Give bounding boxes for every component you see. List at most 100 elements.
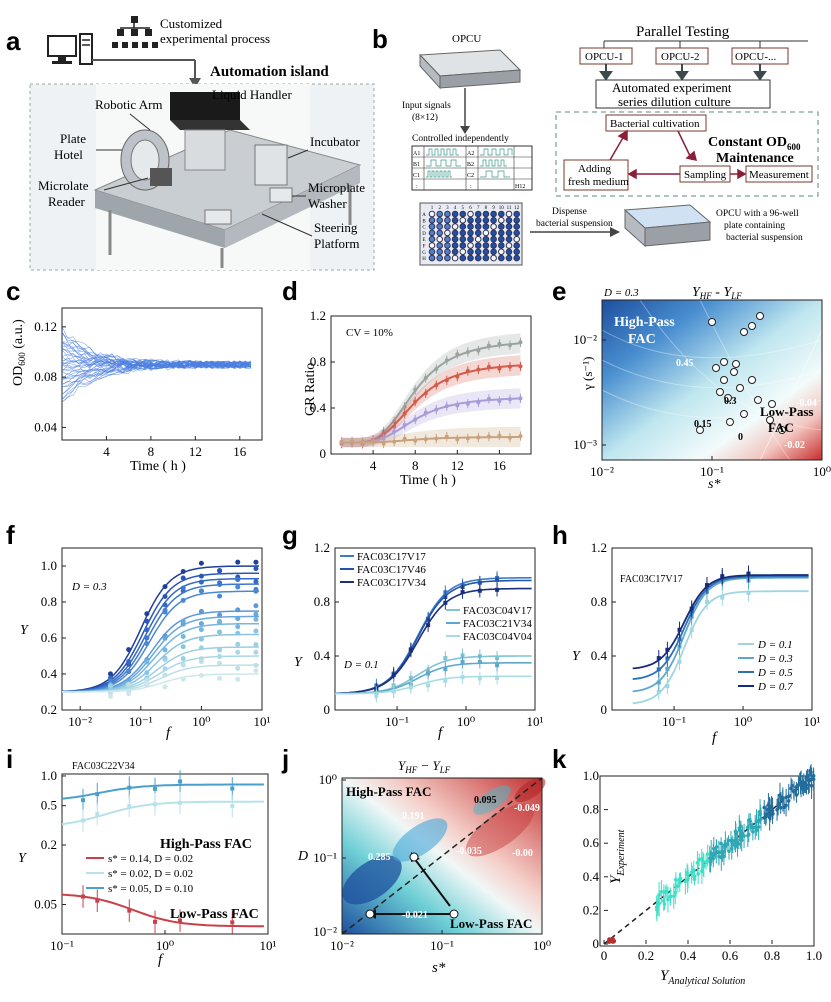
- gr-point: [465, 350, 470, 355]
- i-point: [127, 908, 132, 913]
- j-contour-0191: 0.191: [402, 811, 425, 822]
- well: [436, 217, 444, 224]
- plate-col-label: 2: [438, 206, 441, 211]
- well: [451, 242, 459, 249]
- gr-point: [392, 429, 397, 434]
- gr-point: [497, 433, 502, 438]
- well: [459, 248, 467, 256]
- constant-od-label: Constant OD600: [708, 135, 801, 152]
- f-point: [198, 636, 204, 642]
- well: [467, 235, 474, 243]
- f-point: [217, 660, 223, 666]
- y-tick-label: 1.2: [314, 540, 330, 555]
- well: [513, 248, 521, 256]
- x-tick-label: 12: [189, 444, 202, 459]
- k-point: [748, 819, 753, 824]
- f-point: [217, 647, 223, 653]
- k-point: [779, 795, 783, 800]
- h-point: [665, 647, 670, 652]
- well: [490, 210, 497, 218]
- well: [474, 248, 482, 256]
- k-point: [778, 805, 783, 810]
- well: [505, 254, 513, 262]
- g-ylabel: Y: [294, 655, 304, 670]
- gr-point: [486, 434, 491, 439]
- gr-point: [455, 352, 460, 357]
- automated-label: Automated experiment series dilution cul…: [612, 80, 735, 109]
- y-tick-label: 0.05: [34, 896, 57, 911]
- f-point: [180, 676, 186, 682]
- f-point: [235, 577, 241, 583]
- h-point: [720, 595, 725, 600]
- automated-box: [595, 79, 771, 109]
- well: [505, 210, 513, 218]
- plate-col-label: 7: [477, 206, 480, 211]
- g-point: [495, 675, 500, 680]
- e-point: [740, 410, 748, 418]
- g-point: [391, 673, 396, 678]
- f-point: [126, 647, 132, 653]
- gr-point: [434, 383, 439, 388]
- plate-row-label: E: [422, 238, 425, 243]
- y-tick-label: 1.0: [41, 768, 57, 783]
- gr-point: [486, 364, 491, 369]
- controlled-label: Controlled independently: [412, 134, 509, 144]
- computer-icon: [47, 33, 93, 65]
- plate-col-label: 5: [462, 206, 465, 211]
- well: [451, 248, 459, 256]
- h-legend: D = 0.1 D = 0.3 D = 0.5 D = 0.7: [738, 639, 793, 693]
- x-tick-label: 10⁻²: [590, 464, 614, 479]
- e-contour-neg004: -0.04: [796, 398, 817, 409]
- k-point: [661, 898, 666, 903]
- signal-row-c2: C2: [467, 173, 474, 179]
- f-point: [180, 618, 186, 624]
- g-point: [426, 683, 431, 688]
- i-point: [153, 919, 158, 924]
- k-point-red: [606, 939, 612, 944]
- f-point: [198, 627, 204, 633]
- gr-point: [444, 378, 449, 383]
- e-point: [778, 426, 786, 434]
- y-tick-label: 0.08: [34, 369, 57, 384]
- h-point: [704, 599, 709, 604]
- e-heatmap: [602, 300, 822, 460]
- f-point: [107, 671, 113, 677]
- gr-point: [339, 439, 344, 444]
- f-point: [144, 611, 150, 617]
- j-contour-0285: 0.285: [368, 852, 391, 863]
- plate-col-label: 6: [469, 206, 472, 211]
- x-tick-label: 10⁰: [734, 714, 752, 729]
- x-tick-label: 10⁻²: [330, 938, 354, 953]
- g-point: [408, 685, 413, 690]
- well: [474, 242, 482, 249]
- f-point: [217, 593, 223, 599]
- opcu-device-icon: [418, 49, 522, 90]
- x-tick-label: 4: [103, 444, 110, 459]
- gr-point: [402, 404, 407, 409]
- gr-point: [497, 341, 502, 346]
- i-point: [81, 818, 86, 823]
- i-fit-line: [61, 893, 264, 928]
- g-point: [443, 667, 448, 672]
- e-point: [708, 318, 716, 326]
- g-point: [460, 675, 465, 680]
- e-xlabel: s*: [708, 477, 720, 492]
- f-point: [198, 560, 204, 566]
- k-point: [737, 826, 742, 831]
- well: [505, 248, 513, 256]
- y-tick-label: 0.6: [41, 630, 58, 645]
- gr-point: [444, 358, 449, 363]
- f-point: [107, 683, 113, 689]
- input-signals-label: Input signals (8×12): [402, 101, 453, 123]
- f-point: [162, 672, 168, 678]
- panel-e: D = 0.3 YHF - YLF High-Pass FAC Low-Pass…: [573, 285, 831, 492]
- f-fit-line: [62, 646, 260, 693]
- y-tick-label: 0: [324, 702, 331, 717]
- gr-point: [465, 368, 470, 373]
- k-point: [775, 807, 779, 812]
- k-point: [695, 860, 700, 865]
- k-point: [704, 860, 708, 864]
- y-tick-label: 0.2: [41, 837, 57, 852]
- gr-point: [402, 411, 407, 416]
- i-point: [153, 802, 158, 807]
